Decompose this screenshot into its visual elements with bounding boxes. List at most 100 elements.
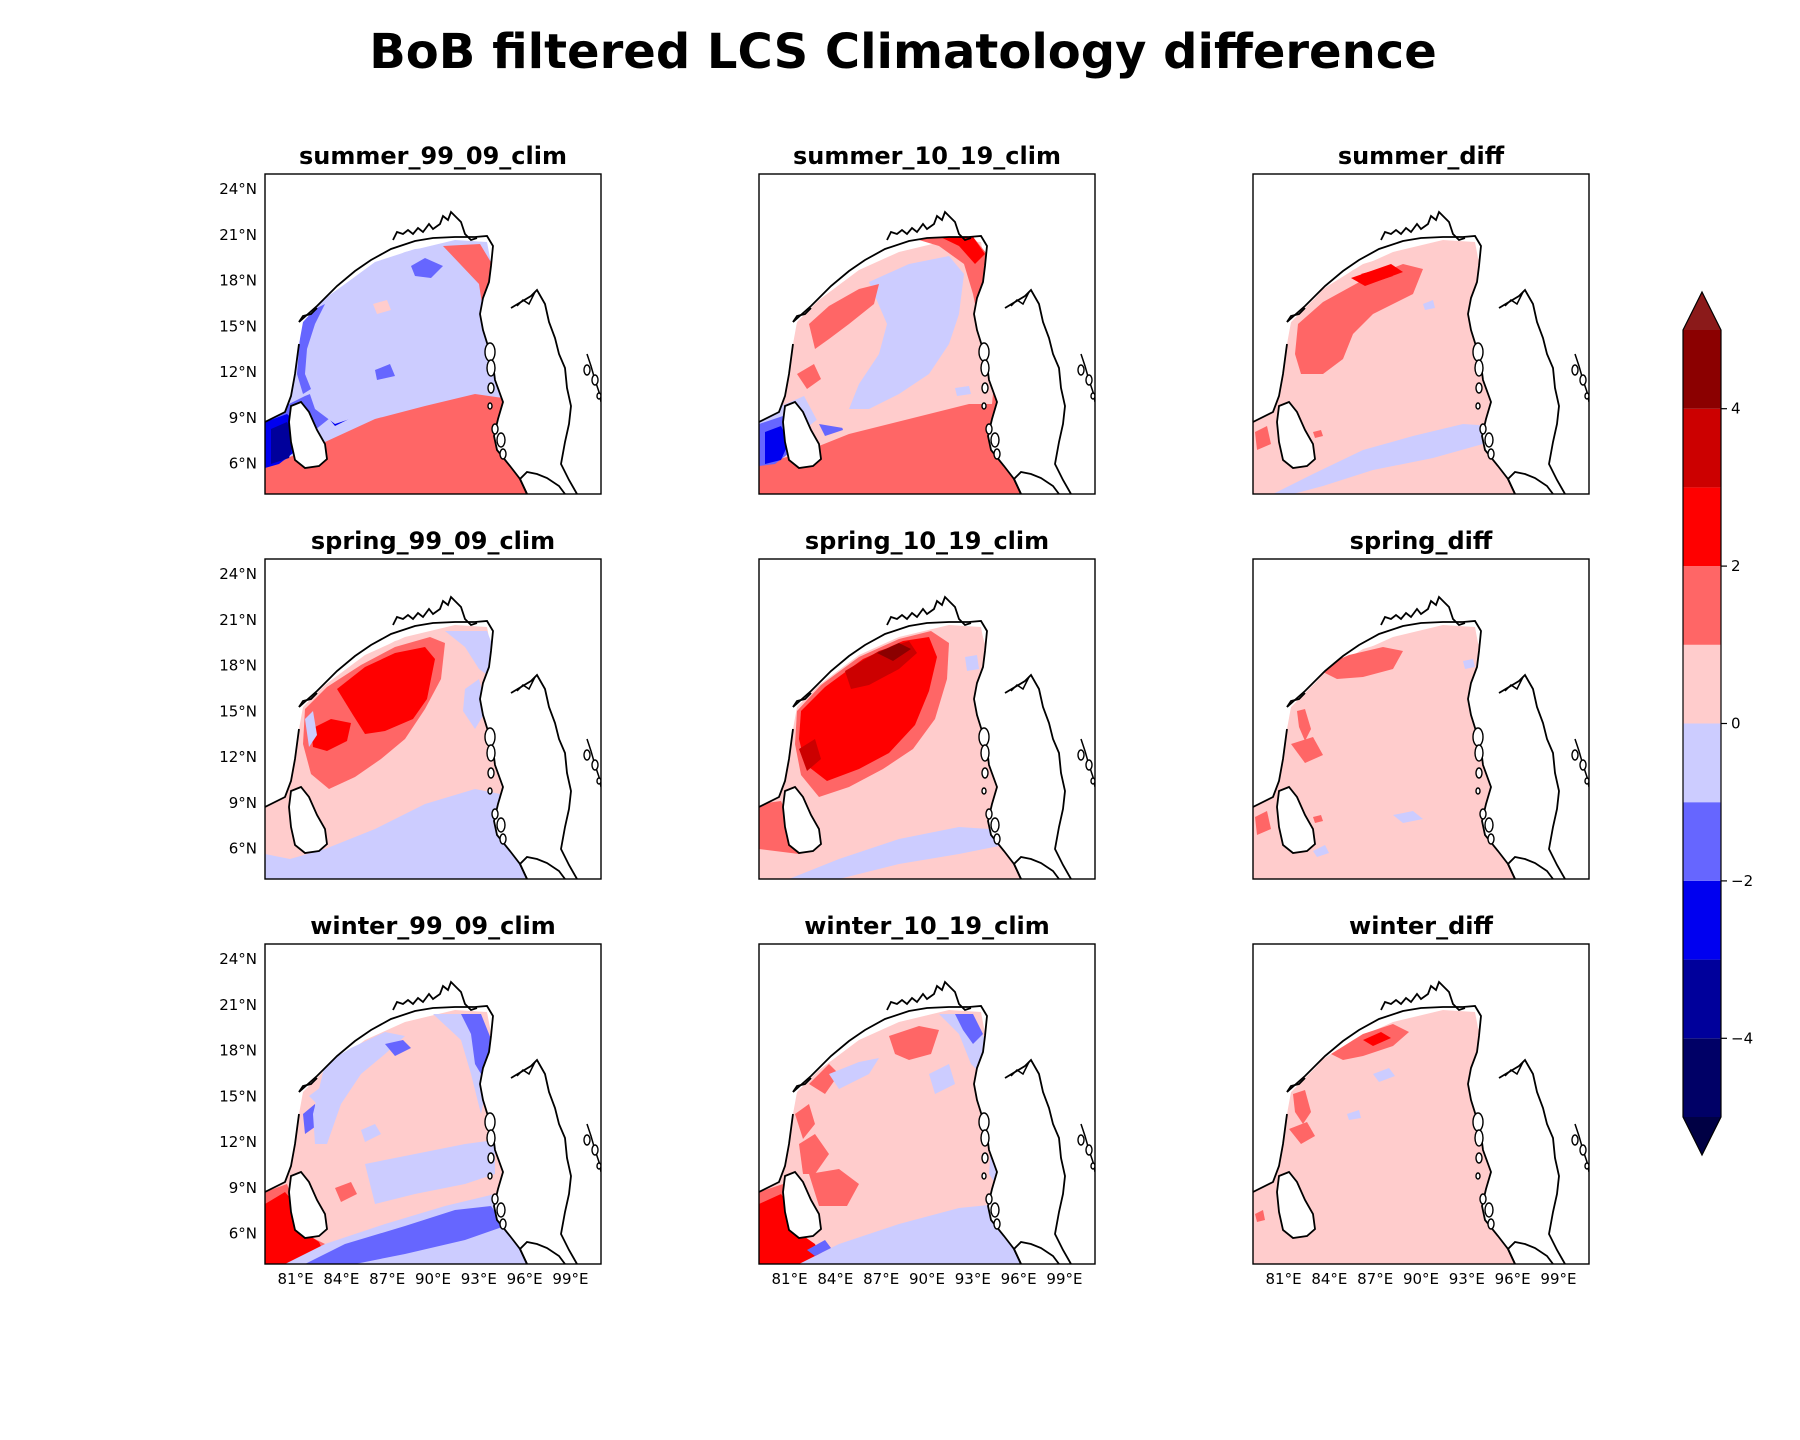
contour-region	[934, 234, 985, 264]
island	[1571, 1134, 1579, 1146]
island	[1085, 374, 1093, 386]
coastline-east-detail	[516, 291, 536, 307]
colorbar-tick-label: 0	[1731, 715, 1741, 733]
lat-tick-label: 15°N	[219, 317, 257, 335]
contour-region	[1423, 300, 1435, 310]
island	[591, 374, 599, 386]
contour-region	[797, 364, 821, 389]
island	[1571, 749, 1579, 761]
island	[1475, 1172, 1481, 1180]
map-frame	[264, 943, 602, 1265]
island	[985, 1193, 993, 1205]
contour-region	[877, 643, 911, 661]
lon-tick-label: 99°E	[1046, 1270, 1082, 1288]
coastline-south	[518, 856, 566, 879]
lon-tick-label: 87°E	[1357, 1270, 1393, 1288]
island	[1475, 382, 1483, 394]
island	[1579, 1144, 1587, 1156]
lat-tick-label: 9°N	[229, 1179, 257, 1197]
colorbar-tick-label: −2	[1731, 872, 1753, 890]
sri-lanka	[782, 400, 822, 469]
island	[491, 808, 499, 820]
lon-tick-label: 99°E	[1540, 1270, 1576, 1288]
lon-tick-label: 84°E	[817, 1270, 853, 1288]
coastline-west	[759, 307, 812, 423]
island	[1479, 423, 1487, 435]
island	[1487, 1218, 1495, 1230]
island	[1475, 1152, 1483, 1164]
panel-title: winter_diff	[1349, 912, 1493, 940]
island	[499, 448, 507, 460]
island	[1077, 364, 1085, 376]
land-mask-south	[1021, 474, 1059, 494]
map-panel-w2: winter_10_19_clim 81°E 84°E 87°E 90°E 93°E 96°…	[758, 912, 1096, 1288]
map-frame	[1252, 173, 1590, 495]
contour-region	[375, 364, 395, 380]
island	[978, 727, 990, 747]
island	[1584, 392, 1589, 400]
land-mask-south	[1021, 859, 1059, 879]
map-frame	[264, 558, 602, 880]
island	[1484, 817, 1494, 833]
coastline-east-detail	[1010, 676, 1030, 692]
lat-tick-label: 12°N	[219, 748, 257, 766]
lon-tick-label: 99°E	[552, 1270, 588, 1288]
island	[981, 402, 987, 410]
island	[486, 359, 496, 377]
map-content	[759, 944, 1095, 1264]
coastline-east-detail	[1504, 1061, 1524, 1077]
coastline-south	[518, 1241, 566, 1264]
figure-title: BoB filtered LCS Climatology difference	[369, 24, 1437, 80]
island	[1090, 392, 1095, 400]
coastline-south	[518, 471, 566, 494]
contour-region	[799, 637, 937, 781]
contour-region	[789, 827, 1009, 879]
island	[978, 342, 990, 362]
map-content	[265, 944, 601, 1264]
coastline-delta	[886, 595, 972, 627]
contour-region	[809, 1064, 839, 1094]
coastline-west	[265, 307, 318, 423]
colorbar-level	[1683, 487, 1721, 567]
lat-tick-label: 18°N	[219, 657, 257, 675]
island	[583, 1134, 591, 1146]
island	[1584, 777, 1589, 785]
land-mask	[1253, 559, 1589, 879]
island	[1571, 364, 1579, 376]
lat-tick-label: 21°N	[219, 611, 257, 629]
land-mask	[1253, 174, 1589, 494]
land-mask-south	[1515, 859, 1553, 879]
contour-region	[929, 1064, 955, 1094]
island	[591, 1144, 599, 1156]
island	[486, 744, 496, 762]
island	[491, 1193, 499, 1205]
contour-region	[809, 284, 879, 349]
lon-tick-label: 93°E	[1449, 1270, 1485, 1288]
contour-region	[1313, 845, 1329, 857]
coastline-south	[1012, 1241, 1060, 1264]
island	[1077, 1134, 1085, 1146]
island	[993, 1218, 1001, 1230]
colorbar-level	[1683, 802, 1721, 881]
map-content	[1253, 559, 1589, 879]
contour-region	[305, 1206, 505, 1264]
sri-lanka	[288, 785, 328, 854]
map-content	[265, 174, 601, 494]
lon-tick-label: 90°E	[909, 1270, 945, 1288]
coastline-delta	[392, 595, 478, 627]
island	[985, 808, 993, 820]
contour-region	[301, 244, 490, 424]
island	[1579, 374, 1587, 386]
panel-title: summer_diff	[1338, 142, 1505, 170]
contour-region	[795, 1104, 815, 1139]
contour-region	[1363, 1032, 1391, 1046]
coastline-west	[759, 692, 812, 808]
land-mask	[265, 174, 601, 494]
map-content	[1253, 174, 1589, 494]
contour-region	[1373, 1068, 1395, 1082]
coastline-east-detail	[1504, 676, 1524, 692]
coastline-south	[1012, 471, 1060, 494]
lat-tick-label: 18°N	[219, 1042, 257, 1060]
lat-tick-label: 6°N	[229, 840, 257, 858]
island	[1475, 767, 1483, 779]
